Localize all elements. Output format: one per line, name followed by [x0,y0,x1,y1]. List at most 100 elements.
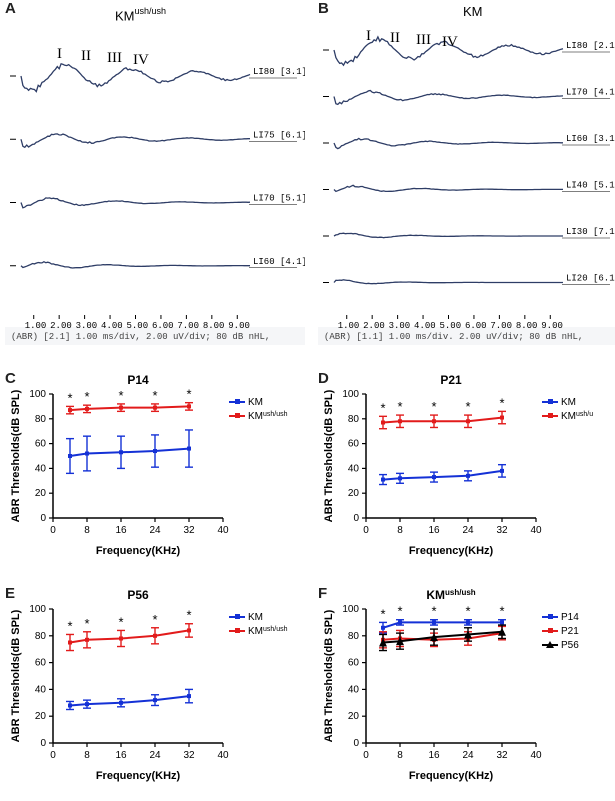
svg-text:P14: P14 [561,612,579,623]
svg-text:LI80 [3.1]: LI80 [3.1] [253,67,305,77]
svg-text:8: 8 [397,525,403,536]
svg-text:*: * [499,395,504,410]
svg-text:24: 24 [462,525,474,536]
panel-label-B: B [318,0,329,17]
chart-C: P140204060801000816243240Frequency(KHz)A… [5,370,305,560]
chart-E: P560204060801000816243240Frequency(KHz)A… [5,585,305,785]
svg-text:40: 40 [530,750,542,761]
svg-text:*: * [84,389,89,404]
svg-text:100: 100 [342,604,359,615]
svg-text:*: * [186,608,191,623]
svg-text:8: 8 [84,750,90,761]
svg-text:80: 80 [348,631,360,642]
panel-title-A: KMush/ush [115,6,166,25]
panel-C: C P140204060801000816243240Frequency(KHz… [5,370,305,565]
svg-text:16: 16 [115,525,127,536]
traces-A: LI80 [3.1]LI75 [6.1]LI70 [5.1]LI60 [4.1]… [5,0,305,345]
svg-text:*: * [465,399,470,414]
svg-text:60: 60 [35,658,47,669]
panel-F: F KMush/ush0204060801000816243240Frequen… [318,585,615,790]
svg-text:40: 40 [217,525,229,536]
svg-text:32: 32 [496,525,508,536]
svg-text:LI40 [5.1]: LI40 [5.1] [566,181,615,191]
panel-label-C: C [5,370,16,387]
svg-text:KMush/ush: KMush/ush [426,588,475,603]
panel-A: A KMush/ush LI80 [3.1]LI75 [6.1]LI70 [5.… [5,0,305,345]
svg-text:ABR Thresholds(dB SPL): ABR Thresholds(dB SPL) [323,389,335,522]
svg-text:20: 20 [35,711,47,722]
svg-text:100: 100 [29,389,46,400]
svg-text:*: * [397,399,402,414]
svg-text:P21: P21 [440,373,462,387]
panel-label-D: D [318,370,329,387]
svg-text:32: 32 [496,750,508,761]
svg-text:40: 40 [35,684,47,695]
panel-title-B: KM [463,4,483,19]
svg-text:*: * [380,606,385,621]
svg-text:I: I [57,46,62,62]
svg-text:80: 80 [348,414,360,425]
svg-text:*: * [67,618,72,633]
svg-text:III: III [416,32,431,48]
svg-text:LI30 [7.1]: LI30 [7.1] [566,227,615,237]
svg-text:III: III [107,50,122,66]
svg-text:P56: P56 [561,640,579,651]
svg-text:KM: KM [561,397,576,408]
svg-text:0: 0 [363,525,369,536]
svg-text:*: * [118,614,123,629]
svg-text:LI20 [6.1]: LI20 [6.1] [566,274,615,284]
svg-text:P56: P56 [127,588,149,602]
svg-text:0: 0 [50,750,56,761]
svg-text:0: 0 [353,513,359,524]
figure-root: A KMush/ush LI80 [3.1]LI75 [6.1]LI70 [5.… [0,0,615,801]
svg-text:0: 0 [40,738,46,749]
svg-text:P14: P14 [127,373,149,387]
svg-text:*: * [431,399,436,414]
svg-text:40: 40 [35,463,47,474]
svg-text:40: 40 [217,750,229,761]
svg-text:24: 24 [149,750,161,761]
svg-text:80: 80 [35,631,47,642]
svg-text:*: * [84,616,89,631]
svg-text:LI70 [4.1]: LI70 [4.1] [566,88,615,98]
svg-text:16: 16 [428,525,440,536]
chart-D: P210204060801000816243240Frequency(KHz)A… [318,370,615,560]
svg-text:0: 0 [40,513,46,524]
svg-text:IV: IV [133,52,149,68]
svg-text:KMush/ush: KMush/ush [248,411,288,423]
svg-text:P21: P21 [561,626,579,637]
svg-text:LI60 [4.1]: LI60 [4.1] [253,257,305,267]
svg-text:60: 60 [348,658,360,669]
svg-text:LI60 [3.1]: LI60 [3.1] [566,134,615,144]
panel-label-E: E [5,585,15,602]
svg-text:KM: KM [248,397,263,408]
svg-text:Frequency(KHz): Frequency(KHz) [96,545,181,557]
svg-text:Frequency(KHz): Frequency(KHz) [409,545,494,557]
svg-text:32: 32 [183,750,195,761]
panel-B: B KM LI80 [2.1]LI70 [4.1]LI60 [3.1]LI40 … [318,0,615,345]
svg-text:II: II [390,30,400,46]
svg-text:LI70 [5.1]: LI70 [5.1] [253,194,305,204]
svg-text:KMush/u: KMush/u [561,411,593,423]
svg-text:20: 20 [348,711,360,722]
panel-label-A: A [5,0,16,17]
svg-text:IV: IV [442,34,458,50]
svg-text:40: 40 [530,525,542,536]
svg-text:20: 20 [348,488,360,499]
svg-text:*: * [152,388,157,403]
svg-text:24: 24 [149,525,161,536]
svg-text:II: II [81,48,91,64]
svg-text:16: 16 [428,750,440,761]
svg-text:*: * [380,400,385,415]
svg-text:*: * [499,604,504,619]
svg-text:*: * [118,388,123,403]
svg-text:24: 24 [462,750,474,761]
svg-text:ABR Thresholds(dB SPL): ABR Thresholds(dB SPL) [10,609,22,742]
svg-text:*: * [465,604,470,619]
panel-E: E P560204060801000816243240Frequency(KHz… [5,585,305,790]
panel-D: D P210204060801000816243240Frequency(KHz… [318,370,615,565]
svg-text:Frequency(KHz): Frequency(KHz) [96,770,181,782]
svg-text:KMush/ush: KMush/ush [248,626,288,638]
svg-text:40: 40 [348,463,360,474]
svg-text:I: I [366,28,371,44]
